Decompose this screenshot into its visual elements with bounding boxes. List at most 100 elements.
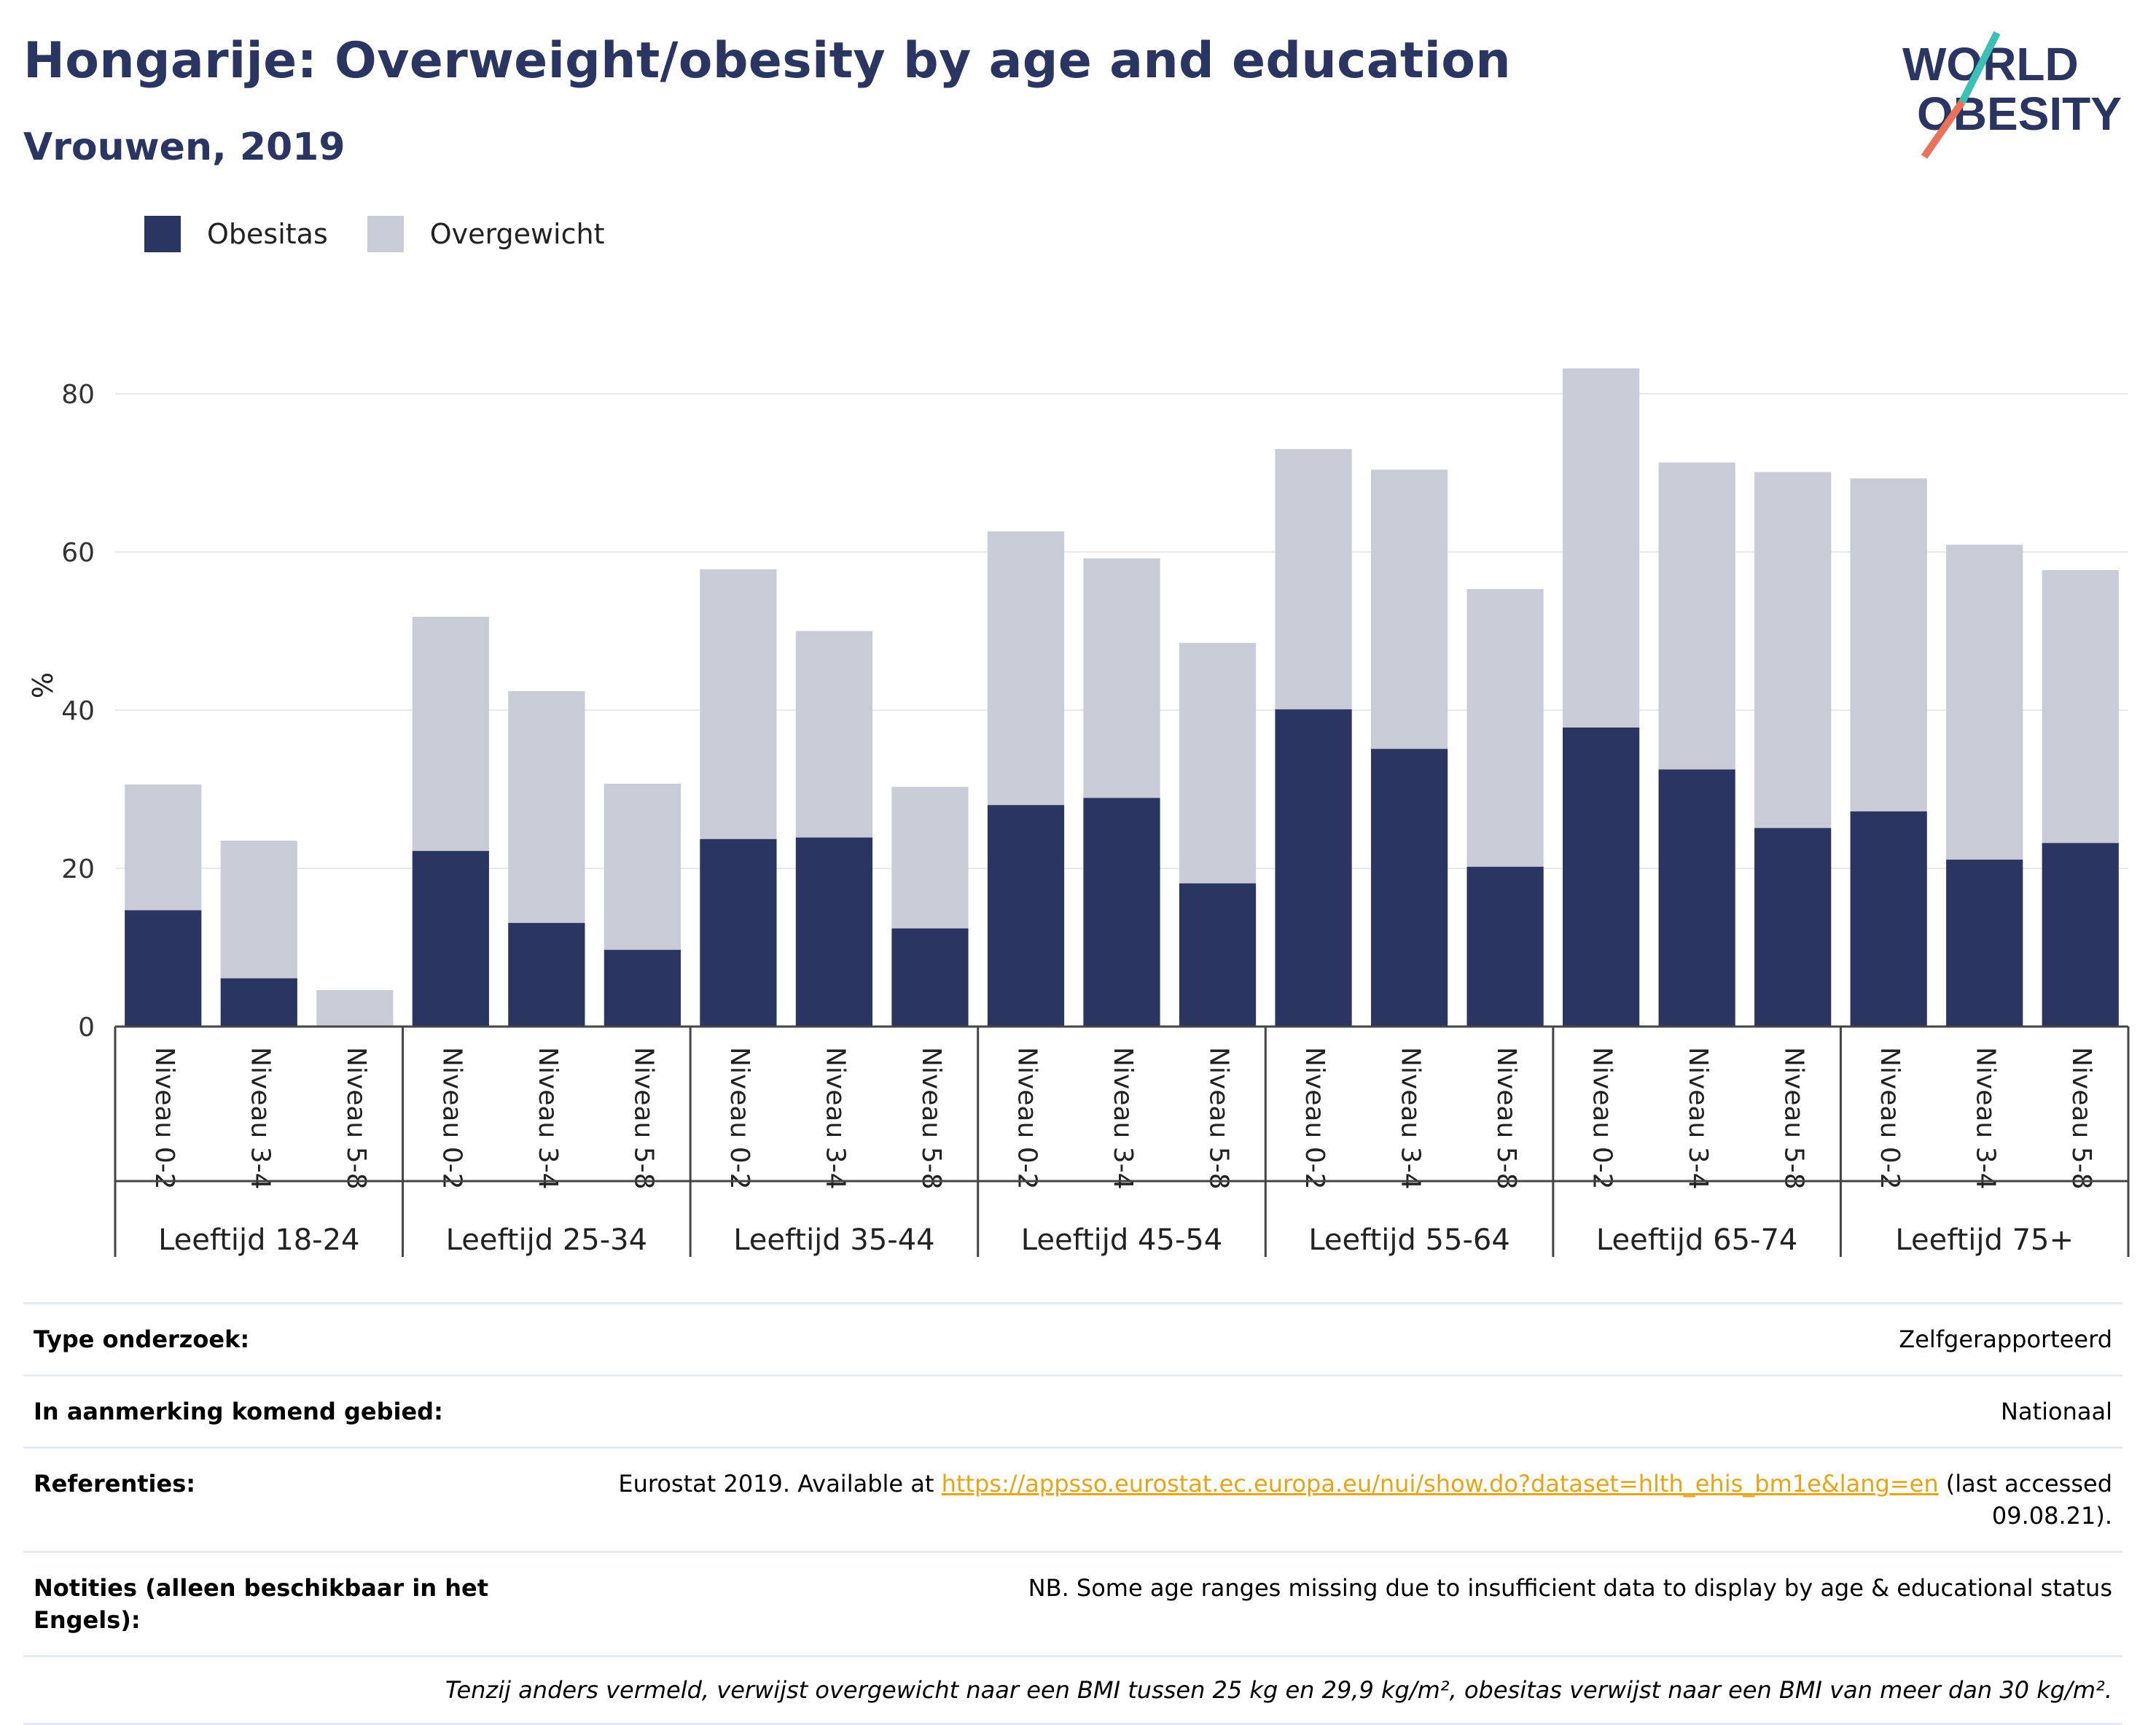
bar-obesity bbox=[412, 851, 489, 1027]
chart-title: Hongarije: Overweight/obesity by age and… bbox=[23, 32, 1512, 90]
notes-value: NB. Some age ranges missing due to insuf… bbox=[1028, 1574, 2112, 1602]
bar-obesity bbox=[1179, 883, 1257, 1027]
logo-slash-teal bbox=[1958, 31, 2001, 104]
logo-slash-red bbox=[1921, 100, 1966, 159]
bar-overweight bbox=[2042, 569, 2119, 844]
x-tick-label: Niveau 3-4 bbox=[1108, 1047, 1138, 1190]
x-tick-label: Niveau 5-8 bbox=[1204, 1047, 1234, 1190]
x-tick-label: Niveau 0-2 bbox=[1300, 1047, 1329, 1190]
bar-overweight bbox=[1179, 642, 1257, 884]
x-tick-label: Niveau 3-4 bbox=[820, 1047, 850, 1190]
bar-obesity bbox=[795, 837, 873, 1027]
bar-obesity bbox=[987, 805, 1065, 1027]
x-tick-label: Niveau 3-4 bbox=[245, 1047, 275, 1190]
x-tick-label: Niveau 3-4 bbox=[1396, 1047, 1426, 1190]
group-label: Leeftijd 25-34 bbox=[446, 1223, 647, 1257]
group-label: Leeftijd 55-64 bbox=[1308, 1223, 1509, 1257]
eurostat-link[interactable]: https://appsso.eurostat.ec.europa.eu/nui… bbox=[941, 1470, 1939, 1498]
bar-overweight bbox=[1946, 545, 2023, 860]
notes-label: Notities (alleen beschikbaar in het Enge… bbox=[34, 1574, 489, 1634]
x-tick-label: Niveau 0-2 bbox=[1875, 1047, 1905, 1190]
survey-type-label: Type onderzoek: bbox=[34, 1325, 250, 1353]
area-value: Nationaal bbox=[2001, 1398, 2112, 1425]
bar-overweight bbox=[412, 616, 489, 852]
x-tick-label: Niveau 0-2 bbox=[149, 1047, 179, 1190]
bar-overweight bbox=[1370, 470, 1448, 749]
x-tick-label: Niveau 5-8 bbox=[916, 1047, 946, 1190]
bar-obesity bbox=[2042, 843, 2119, 1027]
references-value: Eurostat 2019. Available at https://apps… bbox=[538, 1468, 2112, 1532]
bar-overweight bbox=[891, 787, 969, 929]
bar-overweight bbox=[1658, 462, 1735, 770]
bar-overweight bbox=[700, 569, 777, 839]
y-tick-label: 20 bbox=[61, 854, 95, 884]
footnote: Tenzij anders vermeld, verwijst overgewi… bbox=[445, 1676, 2112, 1704]
world-obesity-logo: WORLD OBESITY bbox=[1902, 31, 2122, 159]
bar-overweight bbox=[1083, 558, 1160, 798]
bar-obesity bbox=[1370, 749, 1448, 1027]
x-tick-label: Niveau 3-4 bbox=[1971, 1047, 2001, 1190]
info-row-footnote: Tenzij anders vermeld, verwijst overgewi… bbox=[23, 1655, 2122, 1725]
bar-chart: 0 20 40 60 80% Niveau 0-2 Niveau 3-4 Niveau 5-8… bbox=[27, 368, 2130, 1257]
bar-obesity bbox=[1754, 828, 1832, 1027]
x-tick-label: Niveau 5-8 bbox=[341, 1047, 371, 1190]
bar-obesity bbox=[700, 838, 777, 1027]
x-tick-label: Niveau 0-2 bbox=[1587, 1047, 1617, 1190]
y-tick-label: 80 bbox=[61, 380, 95, 410]
bar-overweight bbox=[1275, 448, 1352, 709]
bar-overweight bbox=[316, 990, 394, 1027]
bar-obesity bbox=[1275, 709, 1352, 1027]
info-row-survey-type: Type onderzoek: Zelfgerapporteerd bbox=[23, 1302, 2122, 1374]
legend-item-overweight[interactable]: Overgewicht bbox=[367, 216, 605, 252]
info-row-area: In aanmerking komend gebied: Nationaal bbox=[23, 1374, 2122, 1446]
bar-overweight bbox=[508, 690, 585, 923]
references-label: Referenties: bbox=[34, 1470, 196, 1498]
bar-obesity bbox=[1658, 769, 1735, 1027]
legend-swatch-obesity bbox=[144, 216, 181, 252]
bar-overweight bbox=[795, 631, 873, 838]
x-tick-label: Niveau 5-8 bbox=[2066, 1047, 2096, 1190]
x-tick-label: Niveau 5-8 bbox=[1491, 1047, 1521, 1190]
survey-type-value: Zelfgerapporteerd bbox=[1899, 1325, 2112, 1353]
chart-legend: Obesitas Overgewicht bbox=[144, 216, 644, 252]
x-tick-label: Niveau 5-8 bbox=[628, 1047, 658, 1190]
info-row-references: Referenties: Eurostat 2019. Available at… bbox=[23, 1446, 2122, 1551]
bar-overweight bbox=[220, 841, 297, 978]
y-tick-label: 60 bbox=[61, 538, 95, 568]
legend-label-overweight: Overgewicht bbox=[429, 218, 605, 250]
bar-obesity bbox=[1563, 727, 1640, 1027]
group-label: Leeftijd 45-54 bbox=[1021, 1223, 1222, 1257]
y-axis-label: % bbox=[27, 672, 59, 698]
x-tick-label: Niveau 0-2 bbox=[724, 1047, 754, 1190]
bar-overweight bbox=[1563, 368, 1640, 728]
x-tick-label: Niveau 3-4 bbox=[1683, 1047, 1713, 1190]
bar-overweight bbox=[1754, 472, 1832, 828]
bar-obesity bbox=[604, 949, 681, 1027]
info-table: Type onderzoek: Zelfgerapporteerd In aan… bbox=[23, 1302, 2122, 1725]
x-tick-label: Niveau 0-2 bbox=[437, 1047, 466, 1190]
legend-label-obesity: Obesitas bbox=[207, 218, 328, 250]
bar-obesity bbox=[1083, 798, 1160, 1027]
chart-subtitle: Vrouwen, 2019 bbox=[23, 125, 345, 169]
bar-overweight bbox=[1850, 478, 1927, 811]
bar-obesity bbox=[125, 910, 202, 1027]
bar-overweight bbox=[604, 783, 681, 950]
legend-item-obesity[interactable]: Obesitas bbox=[144, 216, 328, 252]
bar-obesity bbox=[891, 928, 969, 1027]
bar-overweight bbox=[125, 784, 202, 911]
group-label: Leeftijd 35-44 bbox=[733, 1223, 934, 1257]
x-tick-label: Niveau 3-4 bbox=[533, 1047, 563, 1190]
y-tick-label: 40 bbox=[61, 696, 95, 726]
bar-obesity bbox=[1850, 811, 1927, 1027]
references-prefix: Eurostat 2019. Available at bbox=[618, 1470, 942, 1498]
x-tick-label: Niveau 5-8 bbox=[1779, 1047, 1809, 1190]
bar-obesity bbox=[508, 922, 585, 1027]
group-label: Leeftijd 75+ bbox=[1895, 1223, 2074, 1257]
x-tick-label: Niveau 0-2 bbox=[1012, 1047, 1042, 1190]
bar-obesity bbox=[1466, 866, 1544, 1027]
group-label: Leeftijd 65-74 bbox=[1596, 1223, 1797, 1257]
bar-overweight bbox=[1466, 588, 1544, 867]
references-suffix: (last accessed 09.08.21). bbox=[1938, 1470, 2112, 1530]
y-tick-label: 0 bbox=[78, 1013, 95, 1043]
area-label: In aanmerking komend gebied: bbox=[34, 1398, 443, 1425]
